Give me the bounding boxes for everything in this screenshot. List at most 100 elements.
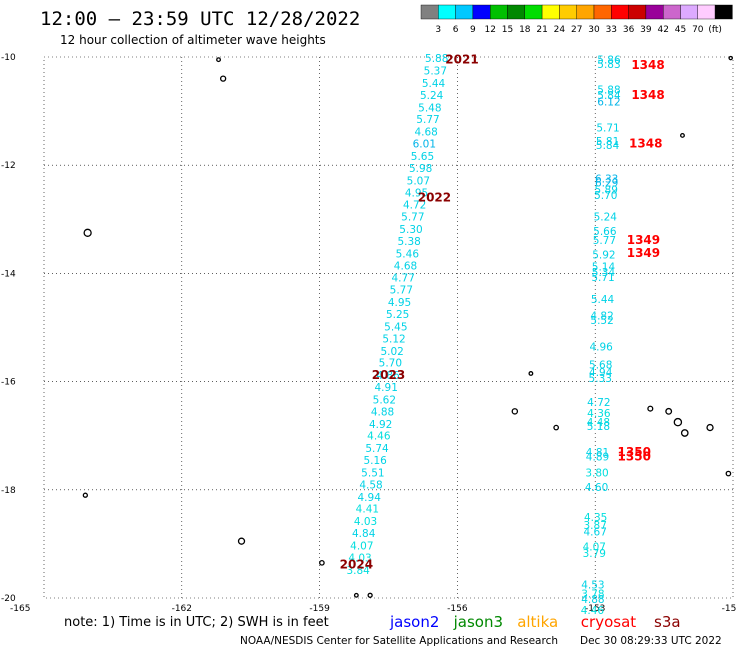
scale-swatch: [455, 4, 474, 20]
wave-height-label: 5.30: [399, 224, 422, 236]
scale-swatch: [680, 4, 698, 20]
scale-label: 18: [519, 25, 531, 35]
grid-lines: [43, 56, 734, 599]
wave-height-label: 5.92: [592, 249, 615, 261]
wave-height-label: 4.82: [590, 311, 613, 323]
wave-height-label: 5.52: [590, 315, 613, 327]
scale-label: 6: [453, 25, 459, 35]
wave-height-label: 5.51: [361, 467, 384, 479]
wave-height-label: 4.95: [388, 297, 411, 309]
scale-swatch: [559, 4, 577, 20]
wave-height-label: 4.94: [589, 367, 613, 379]
wave-height-label: 4.72: [587, 397, 610, 409]
scale-label: 15: [502, 25, 513, 35]
wave-height-label: 6.29: [595, 178, 618, 190]
island-outline: [511, 408, 519, 415]
wave-height-label: 5.24: [420, 90, 444, 102]
wave-height-label: 5.07: [407, 175, 430, 187]
wave-height-label: 4.03: [354, 516, 377, 528]
scale-swatch: [663, 4, 681, 20]
scale-label: 36: [623, 25, 635, 35]
wave-height-label: 4.60: [585, 482, 608, 494]
island-outline: [673, 417, 683, 427]
scale-swatch: [541, 4, 560, 20]
wave-height-label: 5.71: [596, 122, 619, 134]
satellite-name: cryosat: [581, 613, 636, 631]
wave-height-label: 5.83: [597, 59, 620, 71]
wave-height-label: 6.12: [597, 96, 620, 108]
wave-height-label: 5.66: [593, 226, 617, 238]
satellite-name: jason2: [389, 613, 439, 631]
wave-height-label: 4.92: [369, 419, 392, 431]
y-tick-label: -16: [1, 378, 16, 388]
x-tick-label: -165: [10, 604, 30, 614]
island-outline: [528, 371, 534, 376]
wave-height-label: 5.24: [594, 212, 618, 224]
wave-height-label: 4.46: [367, 431, 391, 443]
wave-height-label: 4.46: [581, 605, 605, 617]
wave-height-label: 5.81: [596, 136, 619, 148]
scale-swatch: [645, 4, 664, 20]
wave-height-label: 5.44: [422, 78, 446, 90]
island-outline: [665, 407, 673, 415]
pass-label: 1349: [627, 246, 660, 260]
wave-height-label: 5.02: [380, 346, 403, 358]
x-tick-label: -162: [172, 604, 192, 614]
wave-height-label: 4.03: [348, 552, 371, 564]
y-tick-label: -12: [1, 161, 16, 171]
satellite-name: s3a: [654, 613, 681, 631]
scale-swatch: [714, 4, 733, 20]
island-outline: [353, 592, 359, 598]
wave-height-label: 4.84: [352, 528, 376, 540]
wave-height-label: 5.62: [373, 394, 396, 406]
pass-label: 1348: [629, 137, 662, 151]
scale-swatch: [507, 4, 525, 20]
wave-height-label: 5.14: [592, 261, 616, 273]
wave-height-label: 4.86: [376, 370, 400, 382]
wave-height-label: 5.44: [591, 294, 615, 306]
wave-height-label: 4.68: [394, 260, 417, 272]
island-outlines: [82, 55, 733, 598]
scale-swatch: [628, 4, 647, 20]
pass-label: 2023: [372, 368, 405, 382]
island-outline: [725, 470, 732, 477]
scale-label: 33: [606, 25, 617, 35]
wave-height-label: 4.67: [584, 526, 607, 538]
wave-height-label: 5.88: [597, 84, 620, 96]
chart-title: 12:00 – 23:59 UTC 12/28/2022: [40, 8, 360, 30]
island-outline: [82, 492, 88, 498]
wave-height-label: 4.35: [584, 512, 607, 524]
wave-height-label: 4.07: [350, 541, 373, 553]
island-outline: [680, 132, 685, 138]
wave-height-label: 4.36: [587, 408, 611, 420]
scale-swatch: [593, 4, 612, 20]
scale-label: (ft): [708, 25, 722, 35]
wave-height-label: 5.46: [396, 248, 420, 260]
pass-label: 2021: [445, 53, 478, 67]
scale-label: 21: [536, 25, 547, 35]
scale-label: 39: [640, 25, 652, 35]
chart-subtitle: 12 hour collection of altimeter wave hei…: [60, 33, 326, 47]
scale-swatch: [438, 4, 456, 20]
y-tick-label: -20: [1, 594, 16, 604]
satellite-name: jason3: [453, 613, 503, 631]
scale-label: 9: [470, 25, 476, 35]
wave-height-label: 5.68: [589, 359, 612, 371]
island-outline: [237, 537, 246, 545]
scale-label: 27: [571, 25, 582, 35]
island-outline: [216, 57, 221, 63]
wave-height-label: 4.88: [371, 406, 394, 418]
wave-height-label: 5.34: [592, 267, 616, 279]
wave-height-label: 3.78: [581, 589, 604, 601]
scale-label: 12: [484, 25, 495, 35]
y-tick-label: -18: [1, 486, 16, 496]
wave-height-label: 5.18: [587, 421, 610, 433]
wave-height-label: 4.81: [586, 447, 609, 459]
wave-height-label: 5.33: [589, 373, 612, 385]
island-outline: [219, 75, 227, 82]
wave-height-label: 4.68: [414, 127, 437, 139]
x-tick-label: -15: [722, 604, 737, 614]
island-outline: [680, 429, 689, 437]
y-tick-label: -14: [1, 269, 16, 279]
